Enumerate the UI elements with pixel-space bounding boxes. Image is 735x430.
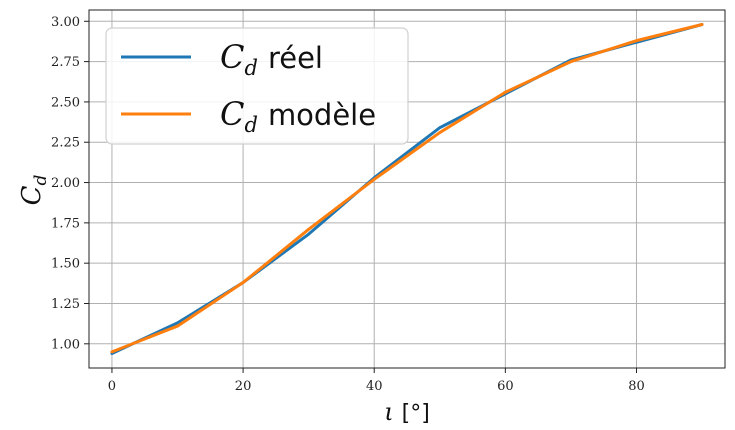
- y-tick-label: 2.25: [51, 136, 80, 151]
- legend-model-subscript: d: [244, 113, 257, 137]
- legend-real-subscript: d: [244, 56, 257, 80]
- y-axis-label-symbol: C: [17, 185, 47, 205]
- x-axis-label-unit: [°]: [402, 401, 430, 426]
- y-tick-label: 1.25: [51, 297, 80, 312]
- x-axis-label-symbol: ι: [384, 398, 393, 426]
- y-tick-label: 2.75: [51, 55, 80, 70]
- legend-model-text: modèle: [268, 98, 376, 132]
- tick-layer: 0 20 40 60 80 1.00 1.25 1.50 1.75 2.00 2.25 2.50 2.7…: [51, 15, 645, 394]
- legend: Cd réel Cd modèle: [105, 27, 409, 145]
- x-tick-label: 40: [366, 379, 383, 394]
- legend-entry-model: Cd modèle: [220, 95, 376, 137]
- y-tick-label: 1.75: [51, 216, 80, 231]
- y-axis-label: Cd: [17, 174, 51, 205]
- legend-real-symbol: C: [220, 38, 244, 76]
- y-tick-label: 2.00: [51, 176, 80, 191]
- x-tick-label: 0: [108, 379, 116, 394]
- y-tick-label: 1.00: [51, 337, 80, 352]
- y-tick-label: 2.50: [51, 95, 80, 110]
- legend-real-text: réel: [268, 41, 323, 75]
- x-tick-label: 60: [497, 379, 514, 394]
- y-tick-label: 3.00: [51, 15, 80, 30]
- legend-entry-real: Cd réel: [220, 38, 323, 80]
- x-axis-label: ι [°]: [384, 398, 430, 426]
- series-layer: [110, 23, 704, 355]
- y-tick-label: 1.50: [51, 257, 80, 272]
- x-tick-label: 20: [235, 379, 252, 394]
- y-axis-label-subscript: d: [31, 174, 51, 185]
- x-tick-label: 80: [628, 379, 645, 394]
- plot-frame: [88, 9, 726, 369]
- series-line-model: [110, 23, 704, 354]
- legend-model-symbol: C: [220, 95, 244, 133]
